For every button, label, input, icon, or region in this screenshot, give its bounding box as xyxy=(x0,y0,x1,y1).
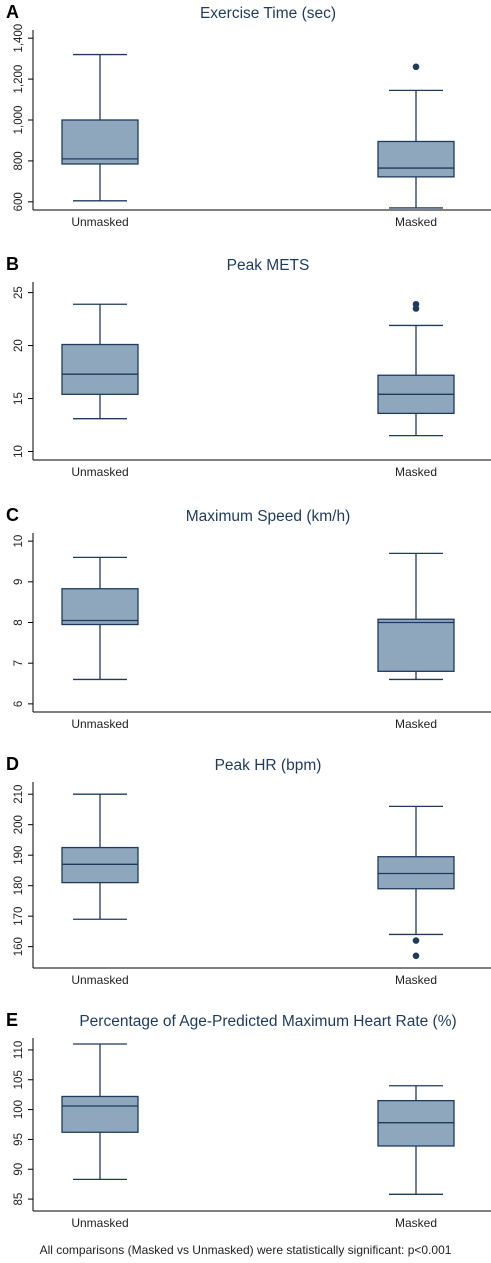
panel-a-letter: A xyxy=(6,2,19,22)
panel-b-y-tick-label: 20 xyxy=(13,339,25,352)
panel-a-y-tick-label: 1,400 xyxy=(13,24,25,53)
panel-e-y-tick-label: 95 xyxy=(13,1133,25,1146)
panel-d-y-tick-label: 160 xyxy=(13,937,25,956)
panel-c-unmasked-box xyxy=(61,588,139,626)
significance-footnote: All comparisons (Masked vs Unmasked) wer… xyxy=(39,1243,452,1257)
panel-c-y-tick-label: 6 xyxy=(13,701,25,707)
panel-d-masked-outlier xyxy=(412,937,420,944)
panel-e-y-tick-label: 100 xyxy=(13,1100,25,1119)
panel-a-unmasked-label: Unmasked xyxy=(71,215,128,229)
panel-d-masked-box xyxy=(377,856,455,890)
panel-b-unmasked-box xyxy=(61,343,139,395)
panel-e-title: Percentage of Age-Predicted Maximum Hear… xyxy=(79,1013,456,1030)
panel-b-masked-outlier xyxy=(412,300,420,308)
panel-c-y-tick-label: 8 xyxy=(13,619,25,625)
panel-b-masked-label: Masked xyxy=(395,465,437,479)
panel-c-unmasked-label: Unmasked xyxy=(71,717,128,731)
panel-b-title: Peak METS xyxy=(227,257,310,274)
panel-e-y-tick-label: 105 xyxy=(13,1070,25,1089)
panel-e-unmasked-box xyxy=(61,1095,139,1133)
panel-b-y-tick-label: 10 xyxy=(13,445,25,458)
panel-b-y-tick-label: 25 xyxy=(13,286,25,299)
panel-d-y-tick-label: 190 xyxy=(13,846,25,865)
panel-d-y-tick-label: 200 xyxy=(13,815,25,834)
panel-e-letter: E xyxy=(6,1010,18,1030)
panel-e-y-tick-label: 90 xyxy=(13,1163,25,1176)
panel-a-unmasked-box xyxy=(61,119,139,165)
panel-c-y-tick-label: 10 xyxy=(13,535,25,548)
panel-a-y-tick-label: 800 xyxy=(13,151,25,170)
panel-d-letter: D xyxy=(6,754,19,774)
panel-b-unmasked-label: Unmasked xyxy=(71,465,128,479)
panel-d-y-tick-label: 170 xyxy=(13,907,25,926)
panel-a-title: Exercise Time (sec) xyxy=(200,5,336,22)
panel-d-unmasked-box xyxy=(61,846,139,884)
panel-e-unmasked-label: Unmasked xyxy=(71,1216,128,1230)
panel-e-y-tick-label: 110 xyxy=(13,1041,25,1059)
panel-d-y-tick-label: 210 xyxy=(13,785,25,804)
panel-d-masked-outlier xyxy=(412,952,420,960)
panel-c-masked-label: Masked xyxy=(395,717,437,731)
panel-d-y-tick-label: 180 xyxy=(13,876,25,895)
panel-d-masked-label: Masked xyxy=(395,973,437,987)
panel-a-y-tick-label: 600 xyxy=(13,192,25,211)
panel-a-y-tick-label: 1,200 xyxy=(13,65,25,94)
panel-a-masked-box xyxy=(377,140,455,178)
panel-a-masked-label: Masked xyxy=(395,215,437,229)
panel-b-letter: B xyxy=(6,254,19,274)
panel-b-y-tick-label: 15 xyxy=(13,392,25,405)
panel-c-letter: C xyxy=(6,505,19,525)
panel-d-title: Peak HR (bpm) xyxy=(215,757,322,774)
panel-c-masked-box xyxy=(377,618,455,672)
panel-c-y-tick-label: 7 xyxy=(13,660,25,666)
panel-d-unmasked-label: Unmasked xyxy=(71,973,128,987)
panel-e-masked-label: Masked xyxy=(395,1216,437,1230)
panel-a-y-tick-label: 1,000 xyxy=(13,106,25,135)
panel-c-y-tick-label: 9 xyxy=(13,579,25,585)
panel-a-masked-outlier xyxy=(412,63,420,71)
panel-c-title: Maximum Speed (km/h) xyxy=(186,508,351,525)
panel-e-y-tick-label: 85 xyxy=(13,1193,25,1206)
